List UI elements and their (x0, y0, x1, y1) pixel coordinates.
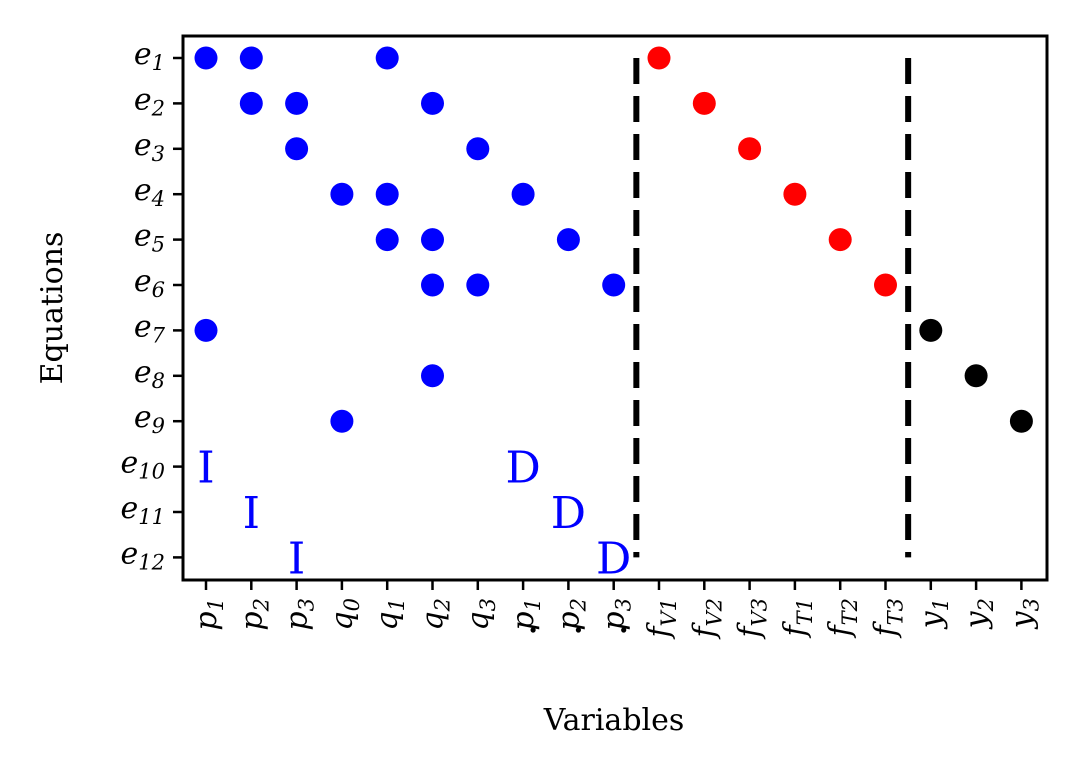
divider-lines (633, 58, 912, 558)
x-tick-label: q1 (370, 598, 409, 631)
data-point (375, 228, 399, 252)
plot-frame (181, 34, 1049, 582)
data-point (330, 182, 354, 206)
data-point (919, 318, 943, 342)
annotation-d: D (505, 443, 540, 494)
y-axis-ticks: e1 e2 e3 e4 e5 e6 e7 e8 e9 e10 e11 e12 (121, 37, 183, 574)
x-tick-label: p2 (551, 598, 590, 631)
x-tick-label: p3 (597, 598, 636, 631)
data-point (285, 91, 309, 115)
y-tick-label: e2 (134, 82, 165, 120)
x-tick-label: fV1 (642, 598, 681, 640)
x-tick-label: fT1 (778, 598, 817, 638)
y-tick-label: e12 (121, 536, 166, 574)
data-point (511, 182, 535, 206)
annotation-d: D (551, 488, 586, 539)
data-point (239, 46, 263, 70)
y-tick-label: e8 (134, 355, 165, 393)
x-tick-dot (575, 627, 582, 633)
data-point (194, 46, 218, 70)
x-tick-label: p3 (280, 598, 319, 631)
x-tick-label: fT3 (869, 598, 908, 638)
y-tick-label: e5 (134, 219, 165, 257)
data-point (828, 228, 852, 252)
data-point (1009, 409, 1033, 433)
x-tick-label: y2 (959, 598, 998, 630)
data-point (692, 91, 716, 115)
data-point (194, 318, 218, 342)
x-tick-label: q3 (461, 598, 500, 631)
data-point (421, 273, 444, 297)
y-tick-label: e1 (134, 37, 165, 75)
data-point (647, 46, 671, 70)
y-axis-title: Equations (35, 232, 70, 385)
x-axis-title: Variables (543, 703, 685, 738)
data-point (964, 364, 988, 388)
y-tick-label: e4 (134, 173, 165, 211)
data-point (421, 91, 444, 115)
data-point (421, 364, 444, 388)
annotation-i: I (243, 488, 260, 539)
x-tick-label: p1 (189, 598, 228, 631)
x-tick-label: fV3 (733, 598, 772, 640)
x-tick-dot (530, 627, 536, 633)
data-point (330, 409, 354, 433)
x-tick-label: fV2 (687, 598, 726, 640)
x-tick-label: y1 (914, 598, 953, 630)
data-point (602, 273, 626, 297)
data-point (556, 228, 580, 252)
x-tick-label: p1 (506, 598, 545, 631)
x-tick-label: q2 (416, 598, 455, 631)
x-tick-label: y3 (1004, 598, 1043, 630)
data-point (466, 137, 490, 161)
y-tick-label: e6 (134, 264, 165, 302)
annotation-i: I (197, 443, 214, 494)
y-tick-label: e7 (134, 309, 166, 347)
data-point (783, 182, 807, 206)
x-tick-label: fT2 (823, 598, 862, 638)
x-tick-label: q0 (325, 598, 364, 631)
data-point (375, 46, 399, 70)
annotation-d: D (596, 533, 631, 584)
y-tick-label: e3 (134, 128, 165, 166)
data-point (738, 137, 762, 161)
y-tick-label: e11 (121, 491, 166, 529)
data-point (375, 182, 399, 206)
annotation-i: I (288, 533, 305, 584)
data-points (194, 46, 1033, 433)
data-point (285, 137, 309, 161)
x-tick-dot (621, 627, 627, 633)
data-point (239, 91, 263, 115)
y-tick-label: e10 (121, 446, 166, 484)
data-point (421, 228, 444, 252)
x-tick-label: p2 (234, 598, 273, 631)
data-point (466, 273, 490, 297)
data-point (874, 273, 897, 297)
y-tick-label: e9 (134, 400, 165, 438)
